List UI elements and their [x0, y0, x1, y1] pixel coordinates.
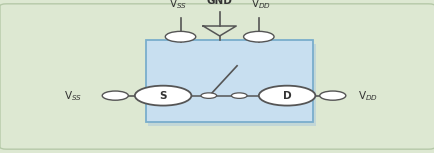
Text: GND: GND: [206, 0, 232, 6]
Circle shape: [165, 31, 195, 42]
Circle shape: [201, 93, 216, 98]
Circle shape: [243, 31, 273, 42]
Circle shape: [319, 91, 345, 100]
Circle shape: [231, 93, 247, 98]
Text: D: D: [282, 91, 291, 101]
Circle shape: [258, 86, 315, 106]
FancyBboxPatch shape: [148, 44, 315, 126]
FancyBboxPatch shape: [0, 4, 434, 149]
Text: V$_{DD}$: V$_{DD}$: [357, 89, 377, 103]
Text: S: S: [159, 91, 167, 101]
Text: V$_{SS}$: V$_{SS}$: [64, 89, 82, 103]
Text: V$_{SS}$: V$_{SS}$: [169, 0, 187, 11]
Text: V$_{DD}$: V$_{DD}$: [250, 0, 270, 11]
Circle shape: [102, 91, 128, 100]
Circle shape: [135, 86, 191, 106]
FancyBboxPatch shape: [145, 40, 312, 122]
